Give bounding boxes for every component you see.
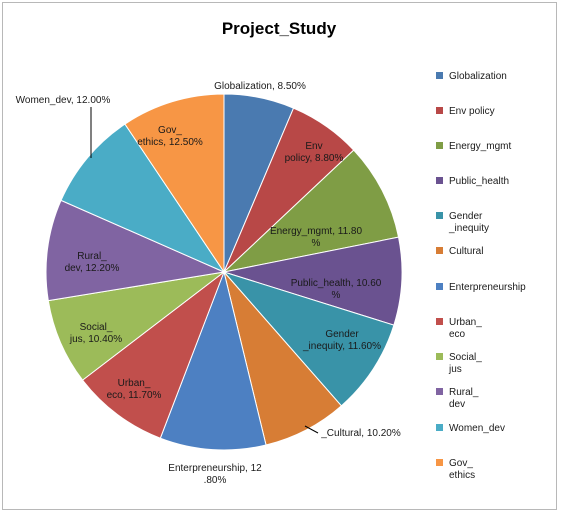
slice-label-public-health: Public_health, 10.60% (291, 278, 382, 301)
chart-area: Project_Study Globalization, 8.50% Env pol… (2, 2, 557, 510)
slice-label-rural-dev: Rural_ dev, 12.20% (65, 251, 120, 274)
legend-swatch-women-dev (436, 424, 443, 431)
slice-label-urban-eco: Urban_ eco, 11.70% (107, 378, 162, 401)
legend-label-env-policy: Env policy (449, 106, 495, 117)
legend-label-enterpreneurship: Enterpreneurship (449, 282, 526, 293)
pie-slice-women-dev (60, 123, 226, 274)
pie-slices (45, 93, 403, 451)
pie-slice-gender-inequity (222, 270, 395, 407)
slice-label-enterpreneurship: Enterpreneurship, 12.80% (168, 463, 262, 486)
slice-label-gender-inequity: Gender _inequity, 11.60% (302, 329, 381, 352)
slice-label-cultural: _Cultural, 10.20% (320, 428, 401, 439)
slice-label-env-policy: Env policy, 8.80% (285, 141, 344, 164)
legend-label-cultural: Cultural (449, 246, 483, 257)
legend-label-women-dev: Women_dev (449, 423, 505, 434)
legend-swatch-urban-eco (436, 318, 443, 325)
legend-swatch-rural-dev (436, 388, 443, 395)
pie-slice-energy-mgmt (222, 149, 400, 273)
slice-label-globalization: Globalization, 8.50% (214, 81, 306, 92)
slice-label-social-jus: Social_ jus, 10.40% (69, 322, 122, 345)
legend-label-gender-inequity: Gender _inequity (448, 211, 489, 234)
pie-slice-public-health (223, 236, 403, 326)
legend-label-rural-dev: Rural_ dev (449, 387, 479, 410)
pie-slice-enterpreneurship (159, 270, 267, 451)
legend-swatch-env-policy (436, 107, 443, 114)
legend-swatch-enterpreneurship (436, 283, 443, 290)
slice-labels: Globalization, 8.50% Env policy, 8.80% Ener… (16, 81, 401, 486)
chart-title: Project_Study (222, 19, 337, 38)
legend-label-social-jus: Social_ jus (448, 352, 482, 375)
legend-swatch-social-jus (436, 353, 443, 360)
pie-chart: Project_Study Globalization, 8.50% Env pol… (16, 19, 526, 486)
legend-swatch-cultural (436, 247, 443, 254)
slice-label-gov-ethics: Gov_ ethics, 12.50% (137, 125, 203, 148)
legend-swatch-globalization (436, 72, 443, 79)
leader-lines (90, 107, 319, 434)
slice-label-women-dev: Women_dev, 12.00% (16, 95, 111, 106)
legend-swatch-gender-inequity (436, 212, 443, 219)
legend-label-energy-mgmt: Energy_mgmt (449, 141, 511, 152)
pie-slice-urban-eco (81, 270, 226, 439)
legend-label-globalization: Globalization (449, 71, 507, 82)
leader-line-cultural (304, 425, 319, 434)
legend-swatch-public-health (436, 177, 443, 184)
legend-label-urban-eco: Urban_ eco (449, 317, 482, 340)
legend-label-gov-ethics: Gov_ ethics (449, 458, 475, 481)
slice-label-energy-mgmt: Energy_mgmt, 11.80% (270, 226, 363, 249)
pie-slice-gov-ethics (124, 93, 225, 274)
legend-label-public-health: Public_health (449, 176, 509, 187)
legend: Globalization Env policy Energy_mgmt Public… (436, 71, 526, 481)
pie-slice-rural-dev (45, 199, 226, 302)
legend-swatch-gov-ethics (436, 459, 443, 466)
legend-swatch-energy-mgmt (436, 142, 443, 149)
